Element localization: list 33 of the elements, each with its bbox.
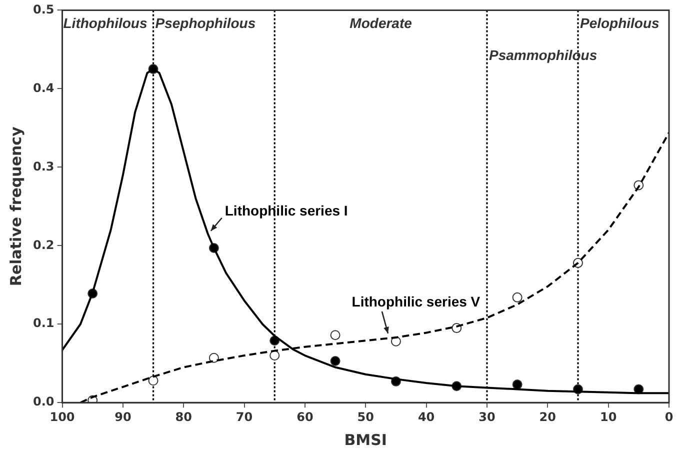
- y-tick-label: 0.0: [32, 394, 54, 409]
- x-tick-label: 10: [600, 410, 617, 424]
- x-tick-label: 90: [114, 410, 132, 424]
- ref-line-label: Pelophilous: [580, 15, 660, 32]
- annotation: Lithophilous: [63, 15, 148, 32]
- x-tick-label: 70: [236, 410, 253, 424]
- y-axis-title: Relative frequency: [6, 126, 25, 286]
- ref-line-label: Psephophilous: [155, 15, 256, 32]
- point: [330, 356, 340, 366]
- x-tick-label: 0: [664, 410, 674, 424]
- y-tick-label: 0.3: [32, 159, 54, 174]
- ref-line-label: Psammophilous: [488, 47, 598, 64]
- y-tick-label: 0.4: [32, 80, 54, 95]
- series-label: Lithophilic series V: [352, 293, 481, 310]
- y-tick-label: 0.2: [32, 238, 54, 252]
- x-tick-label: 100: [50, 410, 75, 424]
- x-tick-label: 60: [296, 410, 314, 424]
- y-tick-label: 0.5: [32, 2, 54, 16]
- series-label: Lithophilic series I: [224, 202, 348, 219]
- x-tick-label: 20: [539, 410, 556, 424]
- annotation: Moderate: [350, 15, 412, 32]
- point: [148, 376, 158, 386]
- x-tick-label: 50: [357, 410, 374, 424]
- y-tick-label: 0.1: [32, 316, 54, 330]
- point: [270, 350, 280, 361]
- point: [330, 330, 340, 340]
- point: [208, 352, 219, 363]
- x-tick-label: 80: [175, 410, 192, 424]
- point: [512, 380, 522, 390]
- x-tick-label: 30: [478, 410, 496, 424]
- x-tick-label: 40: [418, 410, 435, 424]
- x-axis-title: BMSI: [344, 430, 388, 449]
- point: [512, 292, 522, 302]
